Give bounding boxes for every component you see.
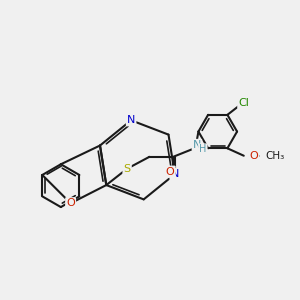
Text: S: S bbox=[124, 164, 131, 174]
Text: O: O bbox=[250, 151, 259, 161]
Text: H: H bbox=[199, 144, 207, 154]
Text: Cl: Cl bbox=[238, 98, 249, 108]
Text: O: O bbox=[166, 167, 175, 177]
Text: O: O bbox=[66, 198, 75, 208]
Text: N: N bbox=[171, 169, 179, 179]
Text: N: N bbox=[193, 140, 201, 150]
Text: CH₃: CH₃ bbox=[265, 151, 284, 161]
Text: N: N bbox=[127, 115, 135, 125]
